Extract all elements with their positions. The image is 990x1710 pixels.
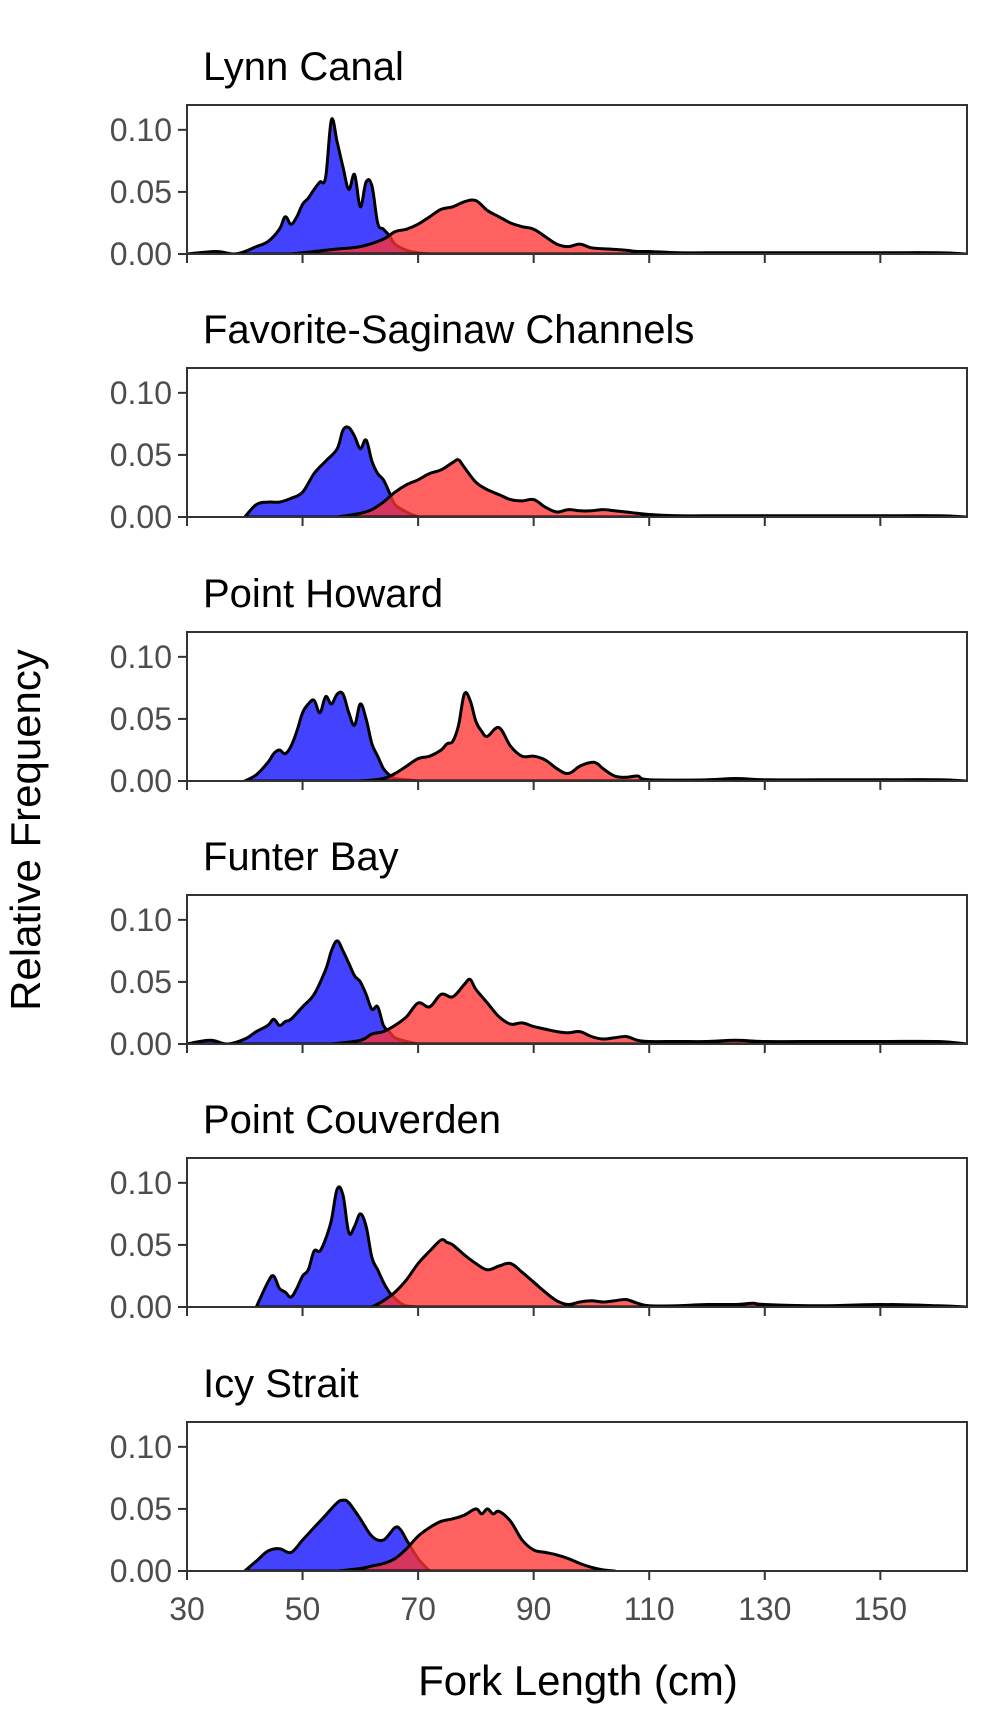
x-tick-label: 130 (738, 1591, 791, 1627)
density-areas (187, 939, 967, 1044)
y-tick-label: 0.10 (110, 639, 172, 675)
panel-border (186, 1157, 968, 1308)
density-areas (243, 690, 967, 781)
panel-6: Icy Strait 0.00 0.05 0.10 (110, 1362, 968, 1589)
density-series-2 (335, 458, 967, 517)
y-tick-label: 0.00 (110, 1553, 172, 1589)
panel-border (186, 1421, 968, 1572)
panel-title: Funter Bay (203, 835, 399, 879)
panel-4: Funter Bay 0.00 0.05 0.10 (110, 835, 968, 1062)
y-axis-title: Relative Frequency (2, 649, 49, 1011)
y-tick-label: 0.00 (110, 236, 172, 272)
density-series-2 (370, 1238, 967, 1307)
panel-border (186, 894, 968, 1045)
panel-title: Icy Strait (203, 1362, 359, 1406)
x-axis: 30 50 70 90 110 130 150 (169, 1591, 907, 1627)
y-tick-label: 0.00 (110, 499, 172, 535)
density-areas (243, 425, 967, 517)
y-tick-label: 0.05 (110, 1227, 172, 1263)
density-areas (187, 117, 967, 254)
x-tick-label: 150 (854, 1591, 907, 1627)
panel-title: Lynn Canal (203, 45, 404, 89)
density-series-1 (187, 939, 420, 1044)
density-series-2 (335, 1507, 617, 1571)
y-tick-label: 0.10 (110, 902, 172, 938)
density-series-1 (243, 425, 420, 517)
panel-2: Favorite-Saginaw Channels 0.00 0.05 0.10 (110, 308, 968, 535)
y-tick-label: 0.00 (110, 763, 172, 799)
x-axis-title: Fork Length (cm) (418, 1657, 738, 1704)
y-tick-label: 0.00 (110, 1289, 172, 1325)
density-series-1 (187, 117, 432, 254)
x-tick-label: 110 (624, 1591, 675, 1627)
y-tick-label: 0.10 (110, 112, 172, 148)
panel-border (186, 367, 968, 518)
x-tick-label: 70 (400, 1591, 436, 1627)
panel-border (186, 104, 968, 255)
y-tick-label: 0.05 (110, 701, 172, 737)
y-tick-label: 0.05 (110, 437, 172, 473)
panel-title: Favorite-Saginaw Channels (203, 308, 694, 352)
panel-border (186, 631, 968, 782)
density-series-1 (243, 690, 420, 781)
density-areas (243, 1498, 617, 1571)
density-series-2 (358, 690, 967, 781)
y-tick-label: 0.00 (110, 1026, 172, 1062)
density-series-2 (329, 977, 967, 1044)
y-tick-label: 0.05 (110, 964, 172, 1000)
y-tick-label: 0.10 (110, 1429, 172, 1465)
x-tick-label: 30 (169, 1591, 205, 1627)
density-series-1 (243, 1498, 432, 1571)
y-tick-label: 0.05 (110, 174, 172, 210)
x-tick-label: 90 (516, 1591, 552, 1627)
y-tick-label: 0.10 (110, 375, 172, 411)
panel-1: Lynn Canal 0.00 0.05 0.10 (110, 45, 968, 272)
panel-3: Point Howard 0.00 0.05 0.10 (110, 572, 968, 799)
panel-title: Point Couverden (203, 1098, 501, 1142)
y-tick-label: 0.10 (110, 1165, 172, 1201)
x-tick-label: 50 (285, 1591, 321, 1627)
panel-title: Point Howard (203, 572, 443, 616)
density-series-2 (289, 198, 967, 254)
density-series-1 (254, 1185, 420, 1307)
y-tick-label: 0.05 (110, 1491, 172, 1527)
density-areas (254, 1185, 967, 1307)
panel-5: Point Couverden 0.00 0.05 0.10 (110, 1098, 968, 1325)
